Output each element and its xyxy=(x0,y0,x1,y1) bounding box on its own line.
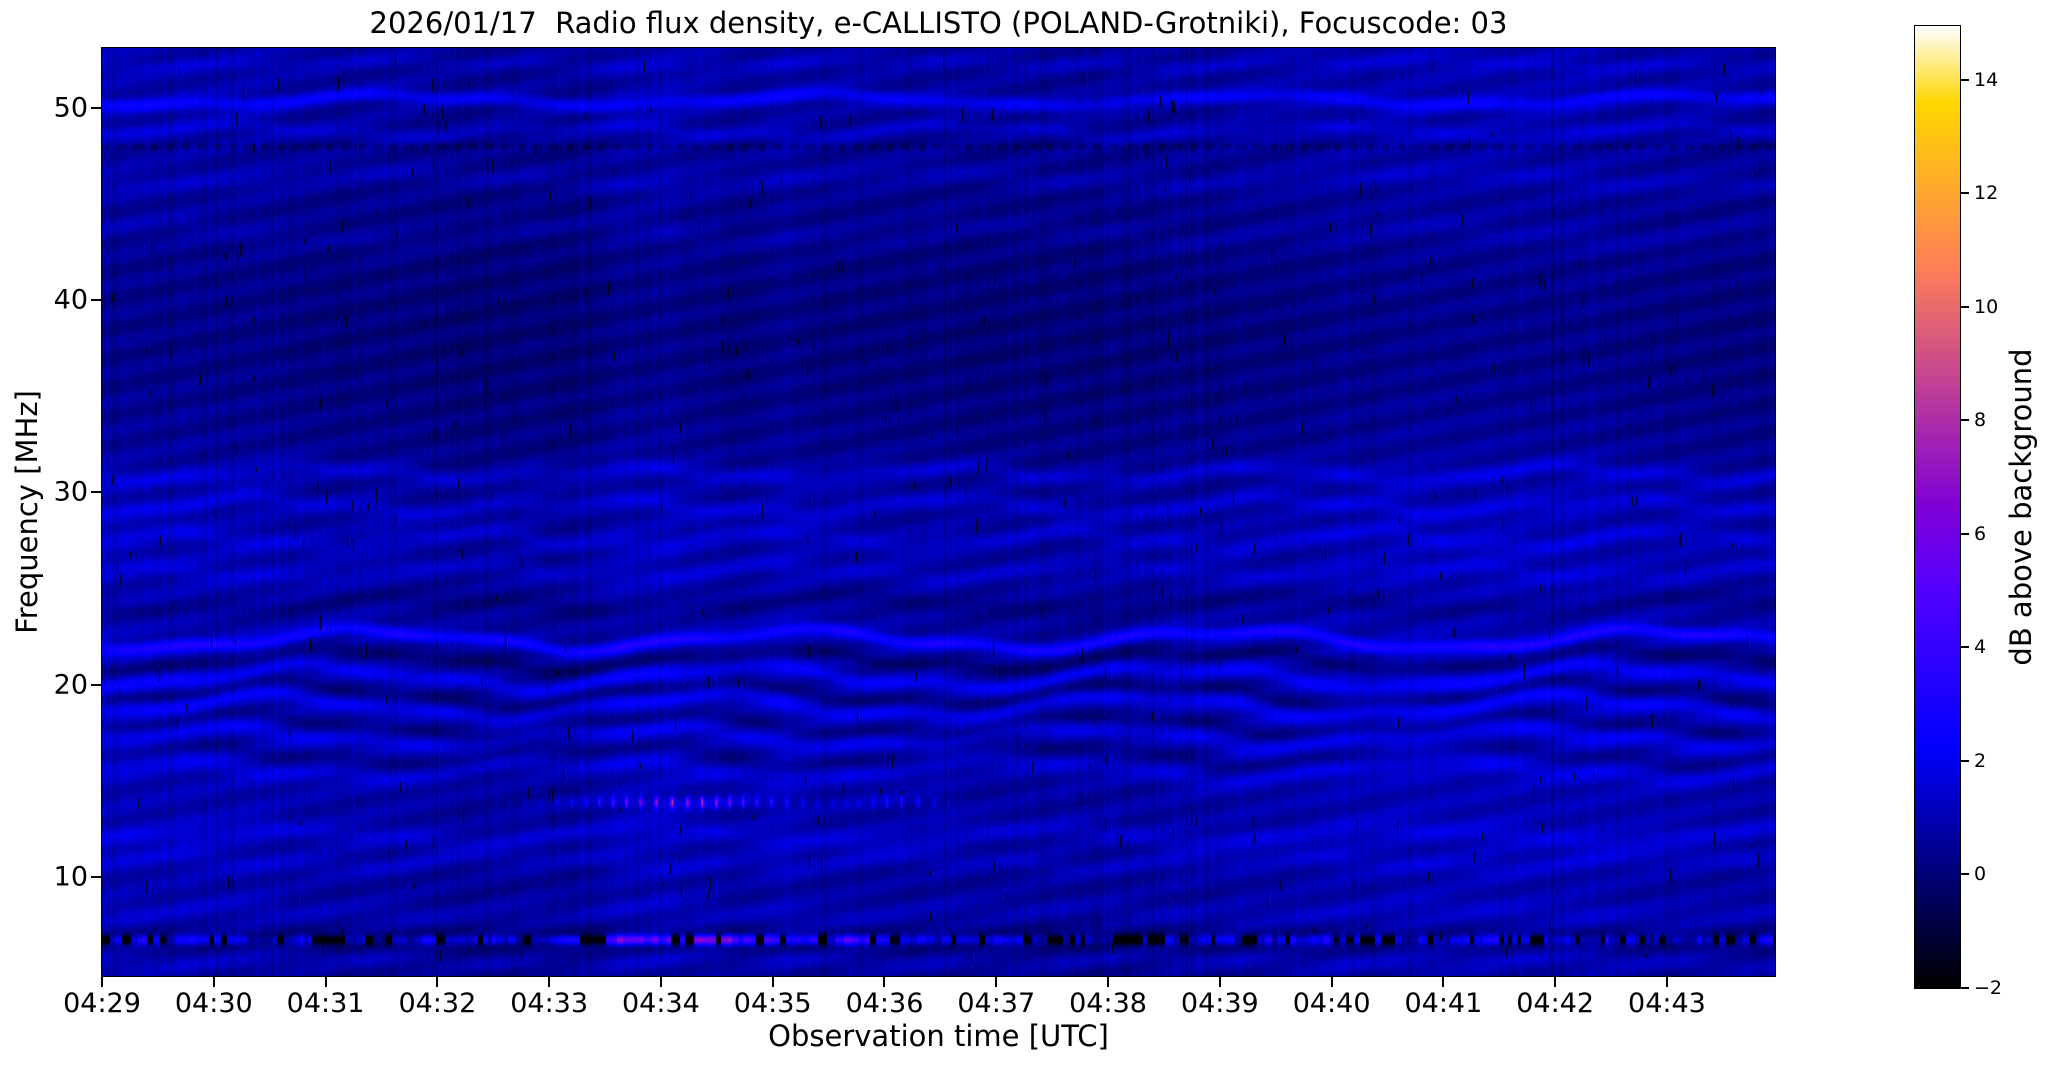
x-tick-mark xyxy=(883,977,886,987)
x-tick-label: 04:31 xyxy=(286,988,365,1019)
x-tick-mark xyxy=(548,977,551,987)
x-tick-label: 04:41 xyxy=(1404,988,1483,1019)
y-tick-mark xyxy=(91,298,101,301)
x-tick-mark xyxy=(324,977,327,987)
x-tick-mark xyxy=(995,977,998,987)
x-tick-label: 04:35 xyxy=(733,988,812,1019)
colorbar-tick-label: 4 xyxy=(1974,636,1987,659)
colorbar-tick-label: 8 xyxy=(1974,409,1987,432)
x-tick-mark xyxy=(1107,977,1110,987)
x-tick-label: 04:34 xyxy=(622,988,700,1019)
colorbar-tick-label: 10 xyxy=(1974,295,1999,318)
spectrogram-image xyxy=(102,48,1775,976)
x-tick-label: 04:33 xyxy=(510,988,589,1019)
x-tick-mark xyxy=(1442,977,1445,987)
x-tick-label: 04:30 xyxy=(174,988,253,1019)
colorbar-label: dB above background xyxy=(2004,348,2038,666)
y-tick-label: 30 xyxy=(53,476,88,508)
x-tick-mark xyxy=(436,977,439,987)
x-tick-label: 04:42 xyxy=(1516,988,1595,1019)
colorbar-tick-mark xyxy=(1961,873,1969,876)
colorbar-tick-mark xyxy=(1961,419,1969,422)
y-tick-mark xyxy=(91,875,101,878)
colorbar-tick-mark xyxy=(1961,305,1969,308)
colorbar-tick-mark xyxy=(1961,532,1969,535)
colorbar-tick-label: −2 xyxy=(1974,977,2003,999)
x-tick-mark xyxy=(101,977,103,987)
colorbar-tick-mark xyxy=(1961,192,1969,195)
colorbar-tick-label: 0 xyxy=(1974,863,1987,886)
y-axis-label: Frequency [MHz] xyxy=(10,390,44,634)
x-tick-mark xyxy=(771,977,774,987)
colorbar-tick-label: 14 xyxy=(1974,68,1999,91)
y-tick-mark xyxy=(91,106,101,109)
x-tick-mark xyxy=(659,977,662,987)
x-axis-label: Observation time [UTC] xyxy=(768,1019,1109,1053)
x-tick-label: 04:38 xyxy=(1069,988,1147,1019)
y-tick-label: 50 xyxy=(53,92,88,124)
y-tick-mark xyxy=(91,491,101,494)
x-tick-label: 04:36 xyxy=(845,988,924,1019)
x-tick-mark xyxy=(1665,977,1668,987)
x-tick-mark xyxy=(1218,977,1221,987)
colorbar-tick-label: 12 xyxy=(1974,182,1999,205)
x-tick-label: 04:39 xyxy=(1180,988,1259,1019)
y-tick-mark xyxy=(91,683,101,686)
colorbar-tick-label: 6 xyxy=(1974,522,1987,545)
x-tick-mark xyxy=(1554,977,1557,987)
x-tick-label: 04:29 xyxy=(63,988,141,1019)
x-tick-label: 04:32 xyxy=(398,988,477,1019)
colorbar-tick-mark xyxy=(1961,78,1969,81)
chart-title: 2026/01/17 Radio flux density, e-CALLIST… xyxy=(369,6,1508,40)
x-tick-mark xyxy=(1330,977,1333,987)
y-tick-label: 10 xyxy=(53,861,88,893)
colorbar-tick-label: 2 xyxy=(1974,749,1987,772)
x-tick-label: 04:40 xyxy=(1292,988,1371,1019)
y-tick-label: 20 xyxy=(53,669,88,701)
x-tick-label: 04:43 xyxy=(1628,988,1706,1019)
colorbar-tick-mark xyxy=(1961,759,1969,762)
colorbar-gradient xyxy=(1915,26,1960,988)
colorbar-tick-mark xyxy=(1961,646,1969,649)
x-tick-mark xyxy=(212,977,215,987)
y-tick-label: 40 xyxy=(53,284,88,316)
colorbar-tick-mark xyxy=(1961,987,1969,989)
x-tick-label: 04:37 xyxy=(957,988,1036,1019)
